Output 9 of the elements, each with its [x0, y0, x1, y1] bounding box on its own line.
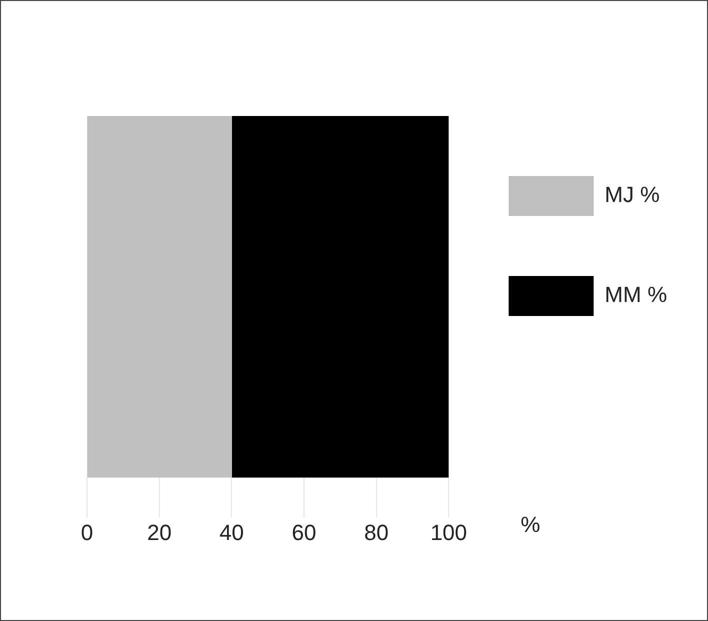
legend-label: MJ % [604, 182, 660, 208]
x-tick-label: 60 [292, 520, 316, 545]
legend-label: MM % [604, 282, 667, 308]
x-tick-label: 20 [147, 520, 172, 545]
x-tick-label: 100 [430, 520, 468, 545]
x-axis-title: % [520, 512, 540, 538]
x-tick-label: 0 [80, 520, 94, 545]
x-tick-label: 80 [364, 520, 389, 545]
x-tick-label: 40 [219, 520, 244, 545]
